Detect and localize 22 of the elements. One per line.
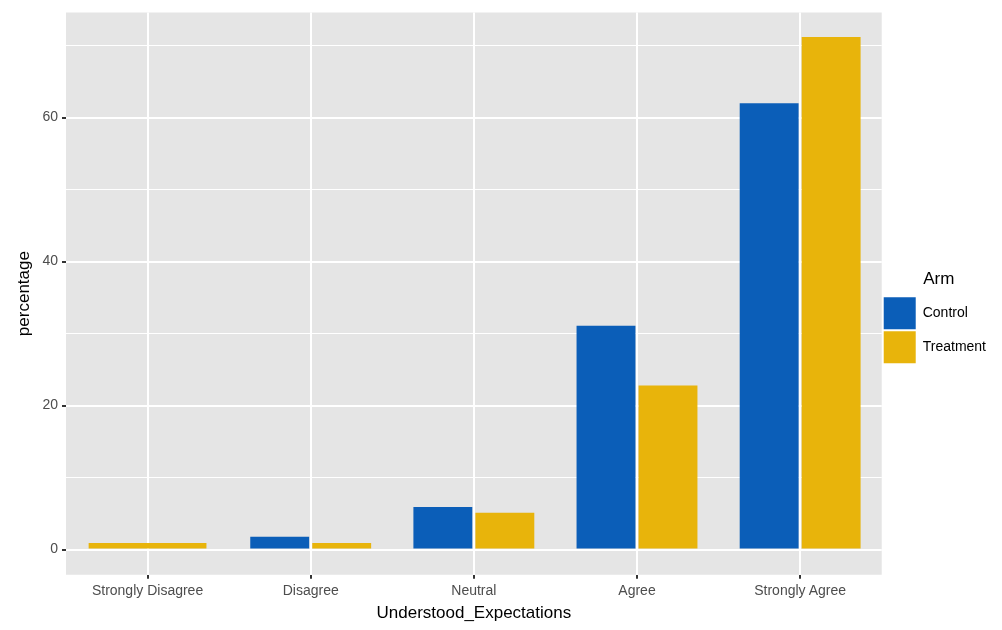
- bar: [413, 507, 473, 549]
- legend-label: Control: [922, 304, 968, 321]
- x-tick-label: Strongly Agree: [754, 582, 847, 599]
- x-axis-title: Understood_Expectations: [376, 603, 572, 623]
- x-tick-label: Agree: [618, 582, 656, 599]
- y-tick-label: 40: [42, 252, 59, 269]
- bar: [475, 512, 535, 549]
- y-axis-title: percentage: [13, 251, 33, 337]
- y-tick-label: 60: [42, 108, 59, 125]
- x-tick-label: Disagree: [282, 582, 339, 599]
- legend-title: Arm: [923, 268, 955, 288]
- bar: [739, 103, 799, 549]
- bar: [801, 36, 861, 549]
- bar: [312, 543, 372, 549]
- y-tick-label: 20: [42, 396, 59, 413]
- x-tick-label: Neutral: [451, 582, 497, 599]
- bar: [576, 325, 636, 549]
- legend-label: Treatment: [922, 338, 987, 355]
- bar: [250, 536, 310, 549]
- x-tick-label: Strongly Disagree: [91, 582, 204, 599]
- bar: [638, 385, 698, 549]
- y-tick-label: 0: [50, 540, 59, 557]
